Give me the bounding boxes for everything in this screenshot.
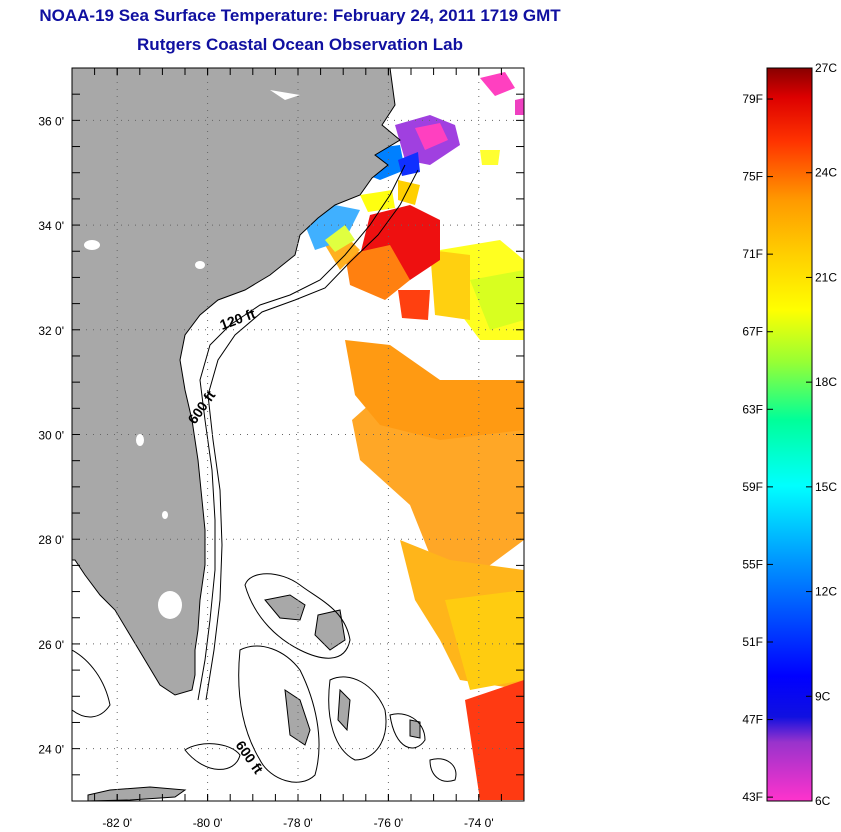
lon-tick-label: -76 0' [374,816,404,830]
lon-tick-label: -74 0' [464,816,494,830]
map-subtitle: Rutgers Coastal Ocean Observation Lab [137,35,463,54]
fahrenheit-label: 63F [742,402,763,416]
celsius-label: 24C [815,166,837,180]
fahrenheit-label: 79F [742,92,763,106]
map-title: NOAA-19 Sea Surface Temperature: Februar… [39,6,561,25]
celsius-label: 6C [815,794,831,808]
lat-tick-label: 32 0' [38,324,64,338]
celsius-label: 18C [815,375,837,389]
lat-tick-label: 24 0' [38,743,64,757]
celsius-label: 21C [815,270,837,284]
fahrenheit-label: 67F [742,325,763,339]
celsius-label: 15C [815,480,837,494]
fahrenheit-label: 43F [742,790,763,804]
lat-tick-label: 34 0' [38,219,64,233]
lon-tick-label: -82 0' [102,816,132,830]
fahrenheit-label: 51F [742,635,763,649]
lon-tick-label: -80 0' [193,816,223,830]
land-layer [72,68,421,801]
celsius-label: 12C [815,585,837,599]
fahrenheit-label: 59F [742,480,763,494]
bathymetry-contours [72,164,457,783]
sst-data-layer [305,72,524,800]
fahrenheit-label: 47F [742,713,763,727]
map-axes: -82 0' -80 0' -78 0' -76 0' -74 0' 36 0' 34 0'… [38,68,524,830]
lat-tick-label: 26 0' [38,638,64,652]
colorbar-labels: 27C 24C 21C 18C 15C 12C 9C 6C 79F 75F 71F 67F 63F 59F… [742,61,837,808]
lat-tick-label: 30 0' [38,429,64,443]
celsius-label: 27C [815,61,837,75]
map-area [72,68,524,801]
fahrenheit-label: 75F [742,170,763,184]
celsius-label: 9C [815,689,831,703]
fahrenheit-label: 71F [742,247,763,261]
contour-label-120ft: 120 ft [218,305,258,333]
contour-label-600ft-south: 600 ft [233,738,267,777]
fahrenheit-label: 55F [742,557,763,571]
lat-tick-label: 28 0' [38,533,64,547]
lat-tick-label: 36 0' [38,114,64,128]
temperature-colorbar [766,67,813,802]
contour-label-600ft-north: 600 ft [184,387,218,426]
lon-tick-label: -78 0' [283,816,313,830]
